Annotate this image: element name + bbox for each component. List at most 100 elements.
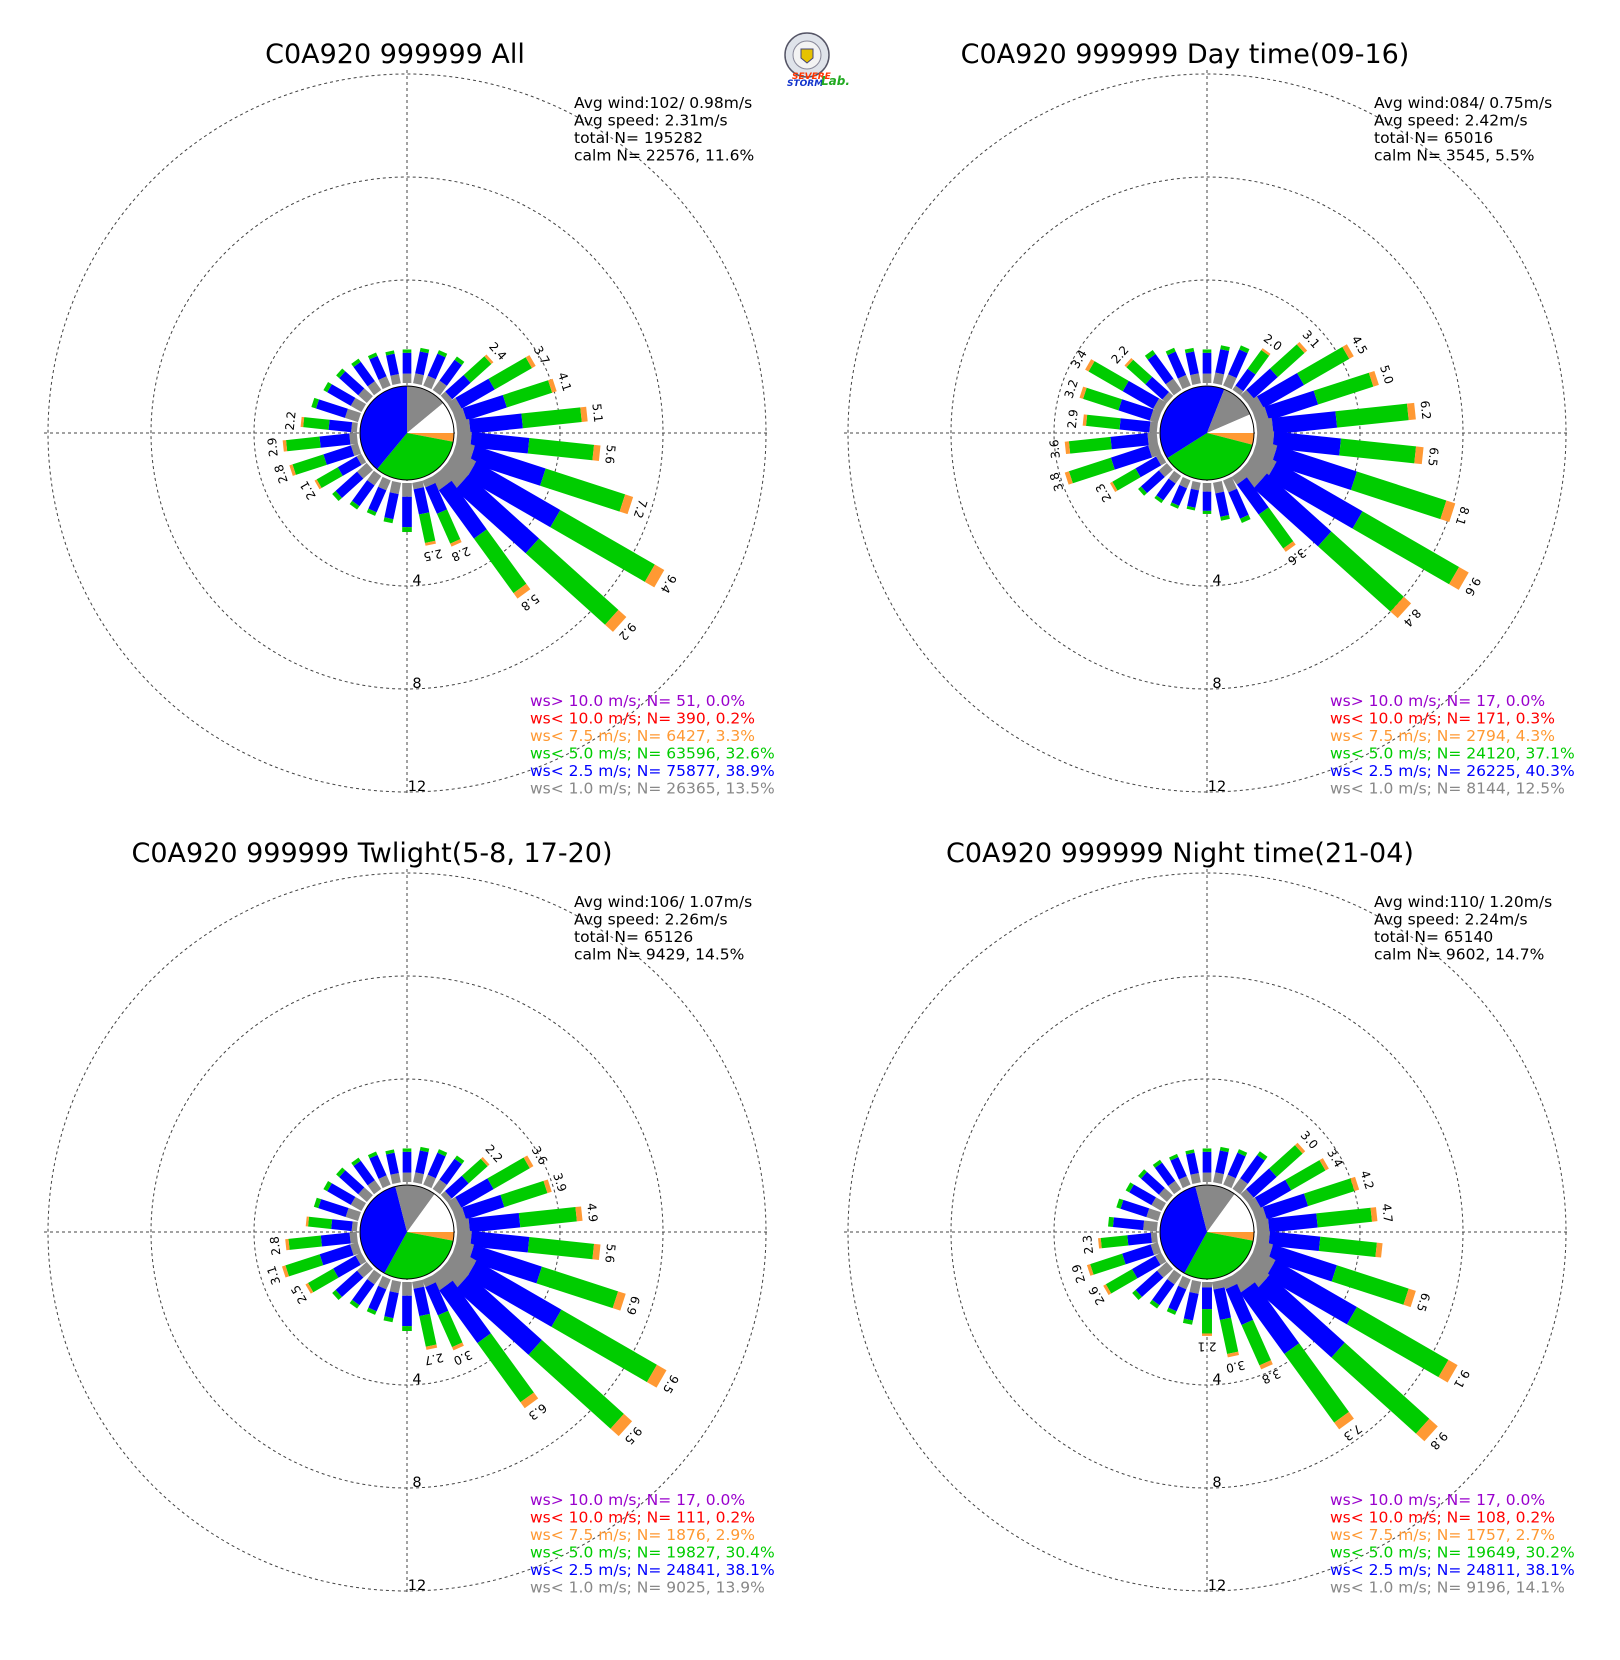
bar-segment-lt2p5 <box>1213 1287 1232 1320</box>
bar-segment-lt7p5 <box>1064 471 1073 485</box>
wind-sector-bar <box>1116 1198 1161 1221</box>
wind-sector-bar <box>1237 1258 1438 1442</box>
bar-segment-lt5 <box>366 1307 377 1315</box>
wind-sector-bar <box>1108 1216 1158 1232</box>
bar-segment-lt2p5 <box>1110 445 1153 470</box>
bar-segment-lt5 <box>487 1157 530 1190</box>
bar-segment-lt5 <box>1126 359 1153 385</box>
radial-grid-ring <box>150 176 664 690</box>
wind-sector-bar <box>445 1248 667 1388</box>
wind-sector-bar <box>1154 470 1182 504</box>
wind-sector-bar <box>1098 1232 1158 1249</box>
bar-segment-lt5 <box>1331 1265 1409 1305</box>
bar-segment-lt5 <box>521 407 582 429</box>
bar-segment-lt7p5 <box>480 1156 490 1167</box>
radial-grid-ring <box>150 975 664 1489</box>
bar-segment-calm <box>429 468 452 491</box>
bar-segment-lt2p5 <box>1185 351 1199 376</box>
wind-sector-bar <box>289 443 362 476</box>
legend-entry: ws< 2.5 m/s; N= 24811, 38.1% <box>1330 1561 1575 1579</box>
bar-segment-lt5 <box>1331 1342 1430 1434</box>
bar-segment-lt5 <box>383 517 394 524</box>
wind-sector-bar <box>1184 347 1201 386</box>
legend-entry: ws< 1.0 m/s; N= 8144, 12.5% <box>1330 780 1565 798</box>
bar-value-label: 2.5 <box>422 546 444 564</box>
bar-segment-calm <box>357 1261 374 1278</box>
bar-value-label: 3.0 <box>451 1347 474 1368</box>
calm-pie-slice-white <box>1207 414 1254 433</box>
legend-entry: ws< 7.5 m/s; N= 1757, 2.7% <box>1330 1526 1555 1544</box>
wind-sector-bar <box>1251 1239 1416 1308</box>
calm-pie <box>359 385 455 481</box>
bar-segment-lt7p5 <box>1390 596 1412 619</box>
bar-segment-calm <box>1232 1178 1248 1195</box>
bar-segment-calm <box>1158 1187 1173 1202</box>
wind-sector-bar <box>412 1279 438 1350</box>
wind-sector-bar <box>1138 1169 1173 1202</box>
wind-sector-bar <box>1223 345 1250 390</box>
stats-line: Avg speed: 2.24m/s <box>1374 911 1528 929</box>
bar-segment-calm <box>1165 378 1182 396</box>
bar-segment-lt7p5 <box>513 583 531 599</box>
wind-sector-bar <box>1255 1207 1378 1234</box>
wind-sector-bar <box>366 476 391 516</box>
bar-segment-lt5 <box>419 1146 430 1153</box>
calm-pie-slice-gray <box>1207 389 1251 433</box>
bar-segment-lt2p5 <box>1267 1244 1337 1282</box>
bar-segment-lt5 <box>528 1340 624 1429</box>
bar-segment-lt5 <box>303 417 330 430</box>
bar-segment-lt7p5 <box>452 1342 464 1351</box>
bar-segment-calm <box>1158 463 1173 478</box>
legend-entry: ws< 1.0 m/s; N= 26365, 13.5% <box>530 780 775 798</box>
bar-segment-lt5 <box>1112 468 1141 491</box>
bar-segment-lt2p5 <box>1119 418 1151 433</box>
legend-entry: ws< 10.0 m/s; N= 171, 0.3% <box>1330 710 1555 728</box>
bar-segment-lt2p5 <box>1265 1260 1357 1325</box>
bar-segment-lt2p5 <box>335 1270 364 1297</box>
wind-sector-bar <box>1212 345 1230 386</box>
bar-segment-calm <box>452 408 467 424</box>
panel-title: C0A920 999999 Twlight(5-8, 17-20) <box>131 838 612 869</box>
wind-sector-bar <box>1165 347 1191 390</box>
bar-segment-calm <box>356 453 367 466</box>
bar-segment-lt7p5 <box>1109 481 1118 492</box>
stats-line: total N= 195282 <box>574 129 703 147</box>
bar-segment-calm <box>390 374 401 385</box>
bar-segment-lt7p5 <box>646 1364 667 1388</box>
bar-segment-calm <box>1179 476 1191 489</box>
bar-segment-lt5 <box>1316 1207 1373 1228</box>
wind-sector-bar <box>1212 480 1230 521</box>
bar-segment-calm <box>412 480 424 490</box>
bar-value-label: 6.9 <box>623 1294 642 1316</box>
bar-segment-calm <box>1213 1172 1224 1185</box>
bar-segment-calm <box>413 373 424 386</box>
bar-segment-lt5 <box>419 347 430 354</box>
bar-segment-lt2p5 <box>1271 445 1357 491</box>
bar-segment-lt7p5 <box>289 464 296 476</box>
bar-segment-lt2p5 <box>439 1158 462 1185</box>
bar-segment-lt7p5 <box>1296 341 1308 353</box>
stats-line: Avg speed: 2.26m/s <box>574 911 728 929</box>
bar-segment-lt2p5 <box>413 487 430 515</box>
wind-sector-bar <box>367 1151 391 1189</box>
bar-segment-lt2p5 <box>1240 1282 1300 1355</box>
wind-sector-bar <box>1213 1146 1230 1185</box>
bar-segment-lt2p5 <box>1152 1279 1175 1306</box>
bar-segment-lt5 <box>1220 345 1230 351</box>
bar-value-label: 4.2 <box>1357 1169 1376 1191</box>
legend-entry: ws< 2.5 m/s; N= 26225, 40.3% <box>1330 762 1575 780</box>
bar-segment-lt5 <box>1247 350 1270 375</box>
bar-segment-lt5 <box>1132 1289 1142 1301</box>
bar-segment-lt2p5 <box>333 1255 361 1278</box>
bar-segment-lt5 <box>1269 1145 1303 1177</box>
bar-segment-calm <box>455 430 472 448</box>
bar-value-label: 3.2 <box>1062 378 1081 400</box>
bar-segment-lt2p5 <box>1246 368 1278 399</box>
bar-segment-calm <box>1147 432 1158 446</box>
calm-pie-slice-white <box>407 403 454 433</box>
radial-tick-label: 8 <box>412 1475 421 1491</box>
legend-entry: ws< 5.0 m/s; N= 24120, 37.1% <box>1330 745 1575 763</box>
bar-segment-lt2p5 <box>415 351 429 376</box>
bar-segment-lt2p5 <box>1262 1193 1309 1220</box>
bar-segment-lt2p5 <box>455 378 495 409</box>
